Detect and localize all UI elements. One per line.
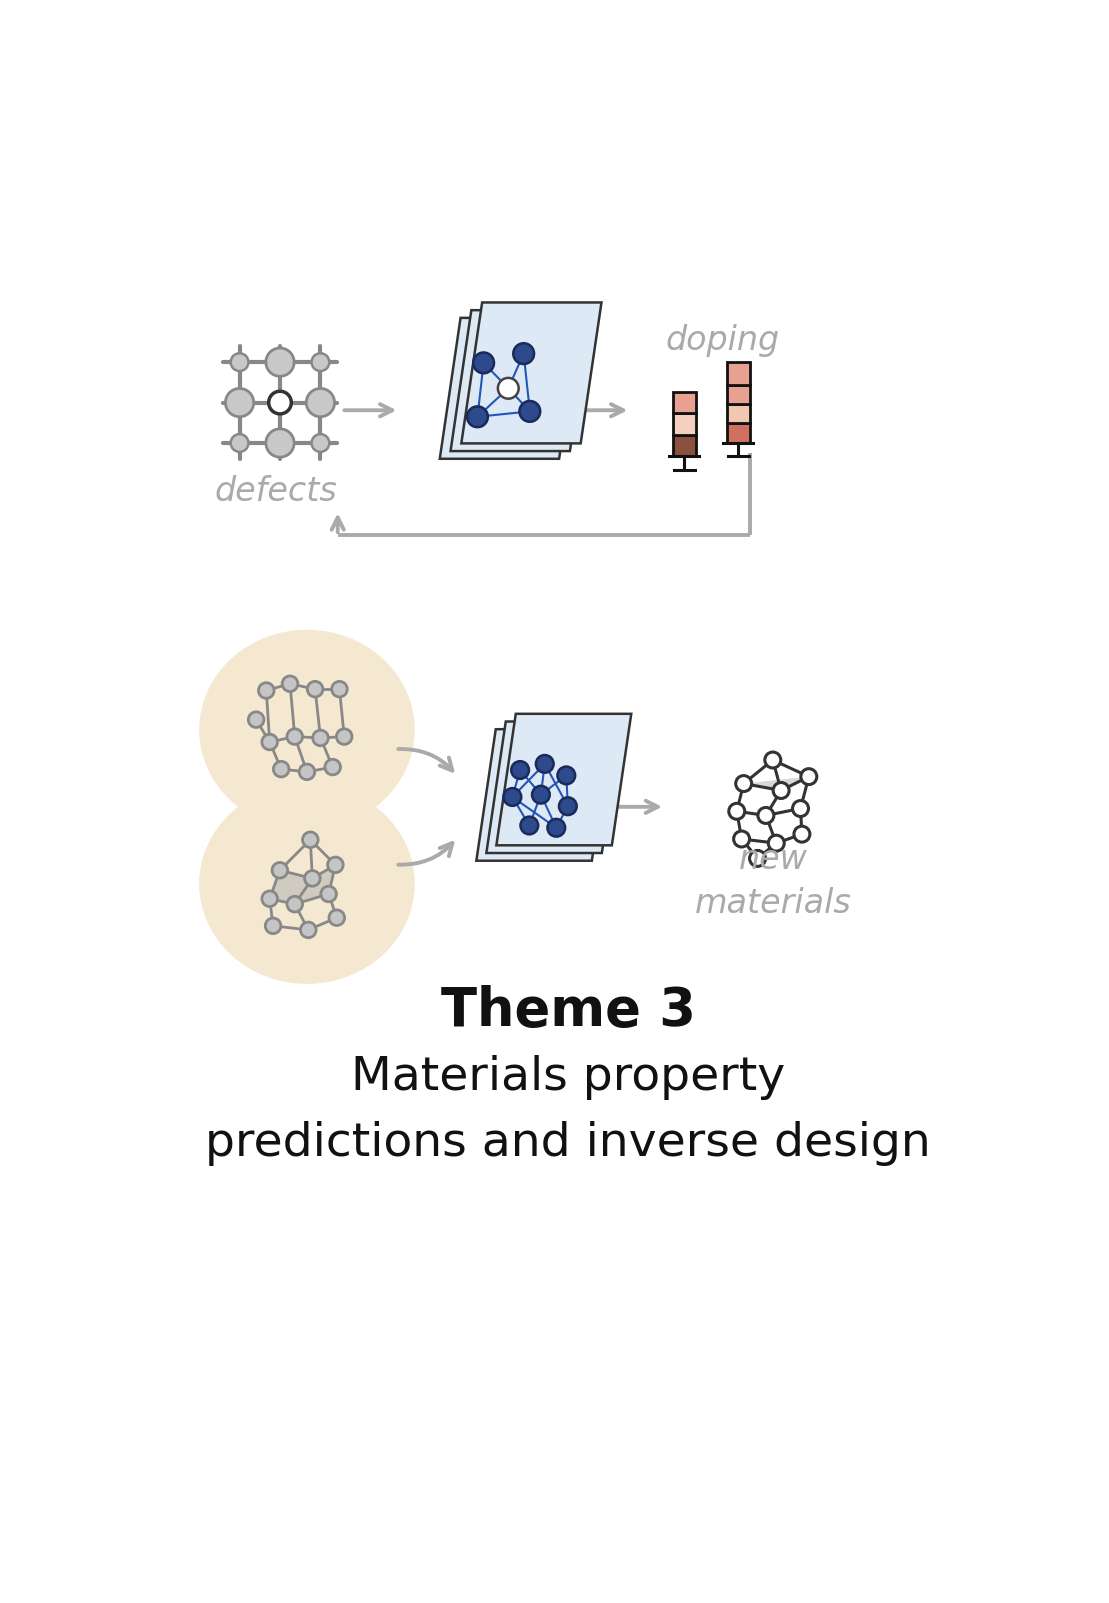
Circle shape (262, 734, 277, 750)
Circle shape (532, 785, 550, 803)
Circle shape (336, 729, 352, 744)
Text: Theme 3: Theme 3 (441, 984, 695, 1037)
Circle shape (474, 353, 494, 373)
Circle shape (231, 434, 248, 452)
Circle shape (282, 676, 298, 691)
Circle shape (729, 803, 745, 819)
Ellipse shape (200, 630, 415, 830)
Circle shape (268, 391, 292, 414)
Circle shape (307, 681, 323, 697)
Circle shape (332, 681, 347, 697)
Circle shape (559, 797, 577, 814)
Bar (726, 404, 750, 423)
Circle shape (503, 789, 521, 806)
Circle shape (312, 353, 329, 370)
Text: new
materials: new materials (694, 843, 852, 920)
Circle shape (467, 407, 488, 426)
Polygon shape (487, 721, 621, 853)
Circle shape (519, 401, 540, 422)
Circle shape (225, 388, 254, 417)
Bar (726, 362, 750, 385)
Circle shape (266, 348, 294, 377)
Polygon shape (269, 866, 335, 904)
Circle shape (287, 896, 303, 912)
Circle shape (312, 434, 329, 452)
Circle shape (329, 911, 345, 925)
Circle shape (520, 816, 538, 834)
Circle shape (735, 776, 752, 792)
Bar (726, 423, 750, 442)
Circle shape (793, 800, 808, 816)
Polygon shape (450, 309, 591, 450)
Circle shape (325, 760, 340, 774)
Polygon shape (440, 317, 580, 458)
Circle shape (498, 378, 519, 399)
Polygon shape (477, 729, 611, 861)
Text: Materials property
predictions and inverse design: Materials property predictions and inver… (205, 1055, 932, 1167)
Circle shape (536, 755, 553, 773)
Bar (673, 414, 695, 434)
Circle shape (306, 388, 335, 417)
Circle shape (266, 430, 294, 457)
Circle shape (511, 761, 529, 779)
Circle shape (274, 761, 289, 777)
Circle shape (773, 782, 790, 798)
Circle shape (301, 922, 316, 938)
Polygon shape (744, 776, 808, 790)
Circle shape (303, 832, 318, 848)
Circle shape (548, 819, 566, 837)
Circle shape (287, 729, 303, 744)
Text: doping: doping (665, 324, 780, 357)
Circle shape (801, 769, 817, 784)
Circle shape (262, 891, 277, 907)
Circle shape (305, 870, 321, 886)
Circle shape (231, 353, 248, 370)
Circle shape (558, 766, 576, 784)
Circle shape (734, 830, 750, 846)
Circle shape (769, 835, 784, 851)
Bar (673, 434, 695, 457)
Circle shape (313, 729, 328, 745)
Circle shape (765, 752, 781, 768)
Circle shape (272, 862, 287, 878)
Circle shape (513, 343, 535, 364)
Circle shape (750, 851, 765, 866)
Bar (673, 391, 695, 414)
Circle shape (265, 919, 281, 933)
Circle shape (757, 808, 774, 824)
Polygon shape (497, 713, 631, 845)
Circle shape (248, 712, 264, 728)
Ellipse shape (200, 784, 415, 984)
Circle shape (299, 765, 315, 779)
Circle shape (321, 886, 336, 902)
Text: defects: defects (215, 474, 337, 508)
Circle shape (258, 683, 274, 699)
Circle shape (327, 858, 343, 872)
Circle shape (794, 826, 810, 842)
Bar (726, 385, 750, 404)
Polygon shape (461, 303, 601, 444)
